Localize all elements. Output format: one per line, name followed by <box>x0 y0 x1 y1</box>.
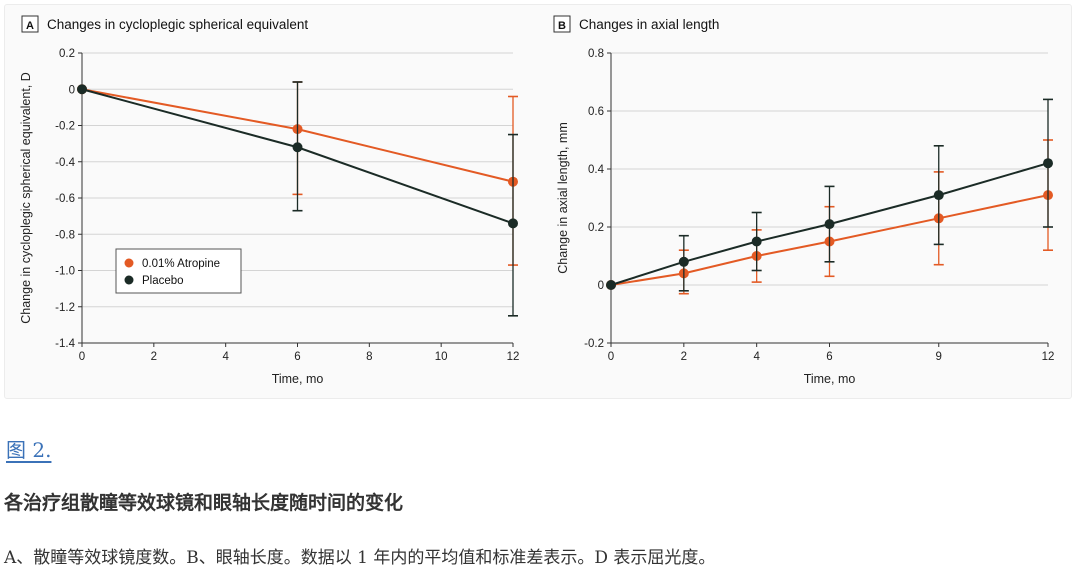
chart-b: B Changes in axial length 0.8 0.6 0.4 0.2 0 -0.… <box>553 15 1055 386</box>
y-tick-label: 0.2 <box>59 48 75 60</box>
y-axis-label: Change in axial length, mm <box>556 122 570 273</box>
series-line <box>610 162 1049 286</box>
x-tick-label: 0 <box>79 351 85 363</box>
panel-letter-box <box>553 15 571 33</box>
y-tick-label: 0.6 <box>588 106 604 118</box>
x-tick-label: 2 <box>151 351 157 363</box>
y-tick-label: -0.2 <box>584 338 604 350</box>
y-tick-label: -0.2 <box>55 121 75 133</box>
x-tick-label: 9 <box>936 351 942 363</box>
data-point <box>606 280 616 290</box>
data-point <box>1043 158 1053 169</box>
y-tick-label: -1.2 <box>55 302 75 314</box>
series-group <box>77 81 518 317</box>
series-group <box>606 98 1053 292</box>
data-point <box>933 190 944 201</box>
x-tick-label: 2 <box>681 351 687 363</box>
chart-title-group: A Changes in cycloplegic spherical equiva… <box>21 15 308 33</box>
y-tick-label: -0.6 <box>55 193 75 205</box>
figure-title: 各治疗组散瞳等效球镜和眼轴长度随时间的变化 <box>4 492 404 514</box>
x-tick-label: 8 <box>366 351 372 363</box>
series-line <box>610 194 1049 286</box>
data-point <box>751 236 762 247</box>
y-tick-label: 0 <box>598 280 604 292</box>
chart-title-group: B Changes in axial length <box>553 15 719 33</box>
x-tick-label: 12 <box>1042 351 1055 363</box>
legend-marker <box>124 258 134 268</box>
data-point <box>292 142 303 153</box>
y-tick-label: 0.8 <box>588 48 604 60</box>
y-tick-label: -1.0 <box>55 266 75 278</box>
data-point <box>508 218 518 229</box>
data-point <box>824 219 835 230</box>
x-axis-label: Time, mo <box>804 372 856 386</box>
figure-label-link[interactable]: 图 2. <box>6 438 52 462</box>
panel-letter: B <box>558 20 566 32</box>
data-point <box>77 84 87 95</box>
x-tick-label: 0 <box>608 351 614 363</box>
y-tick-label: 0.4 <box>588 164 605 176</box>
x-tick-label: 12 <box>507 351 520 363</box>
legend-box <box>115 248 242 294</box>
x-tick-label: 10 <box>435 351 448 363</box>
y-tick-label: 0.2 <box>588 222 604 234</box>
x-tick-label: 6 <box>294 351 300 363</box>
chart-title: Changes in cycloplegic spherical equival… <box>47 17 308 32</box>
panel-letter-box <box>21 15 39 33</box>
panel-letter: A <box>26 20 34 32</box>
chart-title: Changes in axial length <box>579 17 719 32</box>
figure-panel: A Changes in cycloplegic spherical equiva… <box>4 4 1072 399</box>
figure-caption: A、散瞳等效球镜度数。B、眼轴长度。数据以 1 年内的平均值和标准差表示。D 表… <box>4 548 716 568</box>
y-tick-label: -0.4 <box>55 157 75 169</box>
y-tick-label: -1.4 <box>55 338 75 350</box>
y-tick-label: 0 <box>69 84 75 96</box>
chart-a: A Changes in cycloplegic spherical equiva… <box>19 15 520 386</box>
x-axis-label: Time, mo <box>272 372 324 386</box>
x-tick-label: 4 <box>753 351 760 363</box>
legend-marker <box>124 275 134 285</box>
x-tick-label: 6 <box>826 351 832 363</box>
legend: 0.01% Atropine Placebo <box>115 248 242 294</box>
y-axis-label: Change in cycloplegic spherical equivale… <box>19 72 33 324</box>
legend-label: Placebo <box>142 275 184 287</box>
data-point <box>678 256 689 267</box>
y-tick-label: -0.8 <box>55 229 75 241</box>
x-tick-label: 4 <box>222 351 229 363</box>
legend-label: 0.01% Atropine <box>142 258 220 270</box>
